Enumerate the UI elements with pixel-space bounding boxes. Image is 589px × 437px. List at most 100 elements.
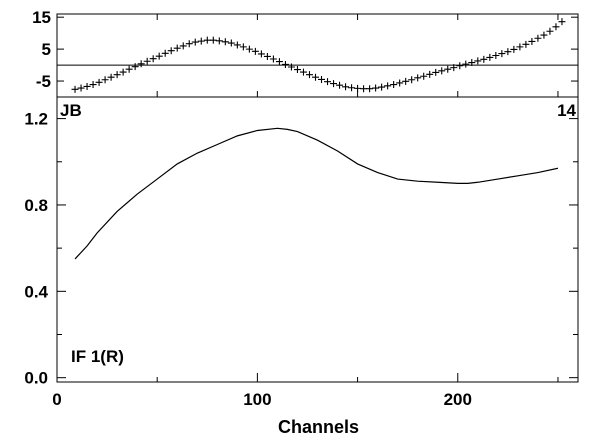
phase-point — [396, 79, 404, 87]
phase-point — [378, 83, 386, 91]
phase-point — [510, 45, 518, 53]
phase-point — [522, 40, 530, 48]
phase-point — [420, 72, 428, 80]
phase-point — [113, 71, 121, 79]
phase-point — [173, 44, 181, 52]
phase-point — [432, 68, 440, 76]
phase-point — [209, 36, 217, 44]
phase-point — [528, 37, 536, 45]
phase-point — [89, 81, 97, 89]
phase-point — [71, 85, 79, 93]
phase-point — [167, 47, 175, 55]
phase-point — [468, 59, 476, 67]
phase-point — [354, 84, 362, 92]
phase-point — [540, 31, 548, 39]
phase-point — [492, 52, 500, 59]
amp-xtick-label: 100 — [243, 390, 271, 409]
x-axis-label: Channels — [278, 417, 359, 437]
phase-point — [330, 80, 338, 88]
amp-xtick-label: 200 — [444, 390, 472, 409]
phase-point — [480, 55, 488, 63]
phase-point — [281, 60, 289, 68]
phase-point — [227, 39, 235, 47]
amplitude-line — [74, 127, 559, 260]
phase-frame — [56, 13, 579, 98]
phase-ytick-label: -5 — [36, 72, 51, 91]
amp-ytick-label: 0.0 — [24, 369, 48, 388]
corner-label-right: 14 — [557, 101, 576, 120]
phase-point — [125, 65, 133, 73]
phase-point — [269, 55, 277, 63]
phase-point — [161, 49, 169, 57]
phase-point — [558, 18, 566, 26]
phase-point — [462, 60, 470, 68]
phase-point — [504, 48, 512, 56]
phase-point — [408, 76, 416, 84]
phase-point — [456, 62, 464, 70]
phase-point — [444, 65, 452, 73]
phase-point — [233, 41, 241, 49]
corner-label-left: JB — [60, 101, 82, 120]
phase-point — [185, 40, 193, 48]
amp-ytick-label: 1.2 — [24, 110, 48, 129]
phase-point — [119, 68, 127, 76]
phase-point — [155, 52, 163, 60]
phase-point — [83, 82, 91, 90]
phase-point — [546, 27, 554, 35]
phase-point — [438, 67, 446, 75]
phase-point — [137, 60, 145, 68]
phase-point — [287, 63, 295, 71]
amp-ytick-label: 0.8 — [24, 196, 48, 215]
phase-point — [305, 71, 313, 79]
phase-point — [215, 37, 223, 45]
phase-point — [239, 43, 247, 51]
phase-point — [257, 50, 265, 58]
phase-point — [474, 57, 482, 65]
phase-point — [143, 57, 151, 65]
phase-point — [245, 45, 253, 53]
phase-point — [149, 55, 157, 63]
amp-xtick-label: 0 — [52, 390, 61, 409]
amplitude-frame — [56, 96, 579, 383]
phase-point — [324, 78, 332, 86]
phase-point — [293, 66, 301, 74]
phase-point — [311, 73, 319, 81]
phase-point — [203, 36, 211, 44]
if-annotation: IF 1(R) — [71, 347, 124, 366]
phase-point — [101, 76, 109, 84]
phase-panel: 15 5 -5 JB 14 — [32, 8, 579, 120]
phase-ytick-label: 15 — [32, 8, 51, 27]
phase-point — [221, 38, 229, 46]
phase-point — [342, 83, 350, 91]
phase-point — [426, 70, 434, 78]
phase-point — [450, 64, 458, 72]
phase-point — [77, 84, 85, 92]
phase-point — [95, 78, 103, 86]
phase-point — [486, 53, 494, 61]
phase-point — [197, 37, 205, 45]
phase-point — [107, 73, 115, 81]
phase-point — [414, 74, 422, 82]
phase-point — [336, 81, 344, 89]
phase-point — [348, 84, 356, 92]
phase-point — [534, 34, 542, 42]
phase-point — [263, 52, 271, 60]
phase-point — [251, 47, 259, 55]
phase-point — [131, 63, 139, 71]
phase-point — [390, 81, 398, 89]
phase-point — [318, 75, 326, 83]
phase-ytick-label: 5 — [42, 40, 51, 59]
phase-point — [299, 68, 307, 76]
phase-point — [179, 42, 187, 50]
amplitude-panel: 0.0 0.4 0.8 1.2 0 100 200 IF 1(R) Channels — [24, 96, 579, 437]
phase-point — [498, 50, 506, 58]
amp-ytick-label: 0.4 — [24, 282, 48, 301]
phase-point — [191, 38, 199, 46]
phase-point — [552, 23, 560, 31]
phase-point — [360, 85, 368, 93]
phase-point — [402, 77, 410, 85]
phase-point — [366, 85, 374, 93]
phase-point — [275, 58, 283, 66]
phase-point — [372, 84, 380, 92]
